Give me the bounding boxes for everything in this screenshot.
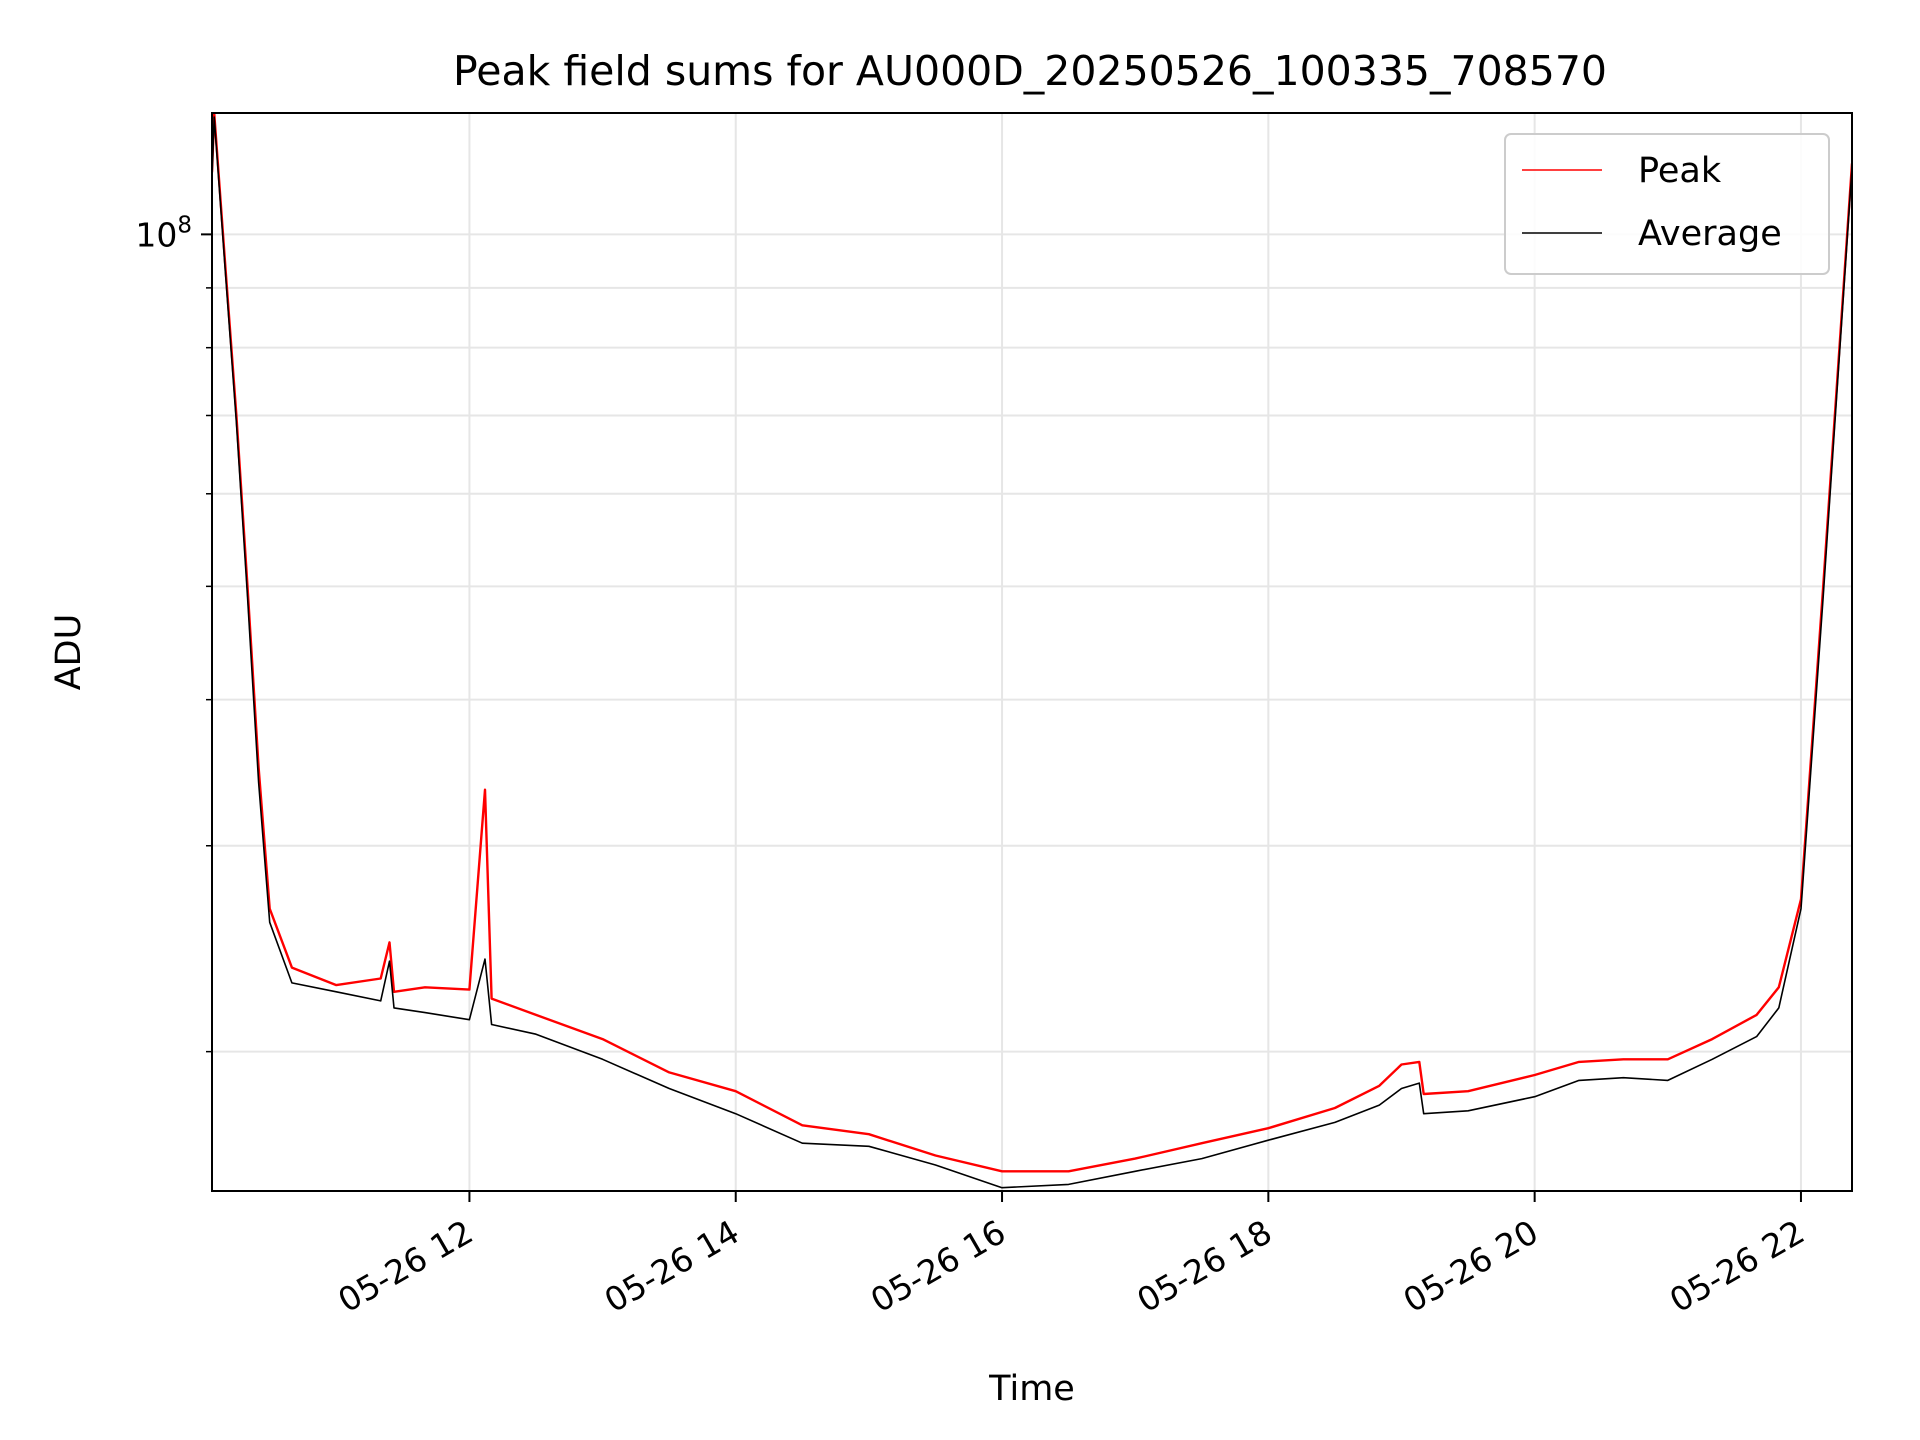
series-line-average [212,116,1852,1189]
chart-title: Peak field sums for AU000D_20250526_1003… [453,47,1607,95]
series-layer [212,113,1852,1189]
legend-label-average: Average [1638,214,1782,254]
legend: Peak Average [1504,133,1830,275]
y-axis-label: ADU [49,614,89,691]
series-line-peak [212,113,1852,1173]
x-axis-label: Time [988,1369,1075,1409]
legend-label-peak: Peak [1638,151,1722,191]
legend-box [1504,133,1830,275]
plot-frame [211,112,1853,1192]
grid-lines [212,113,1852,1191]
y-tick-label: 108 [135,212,192,254]
